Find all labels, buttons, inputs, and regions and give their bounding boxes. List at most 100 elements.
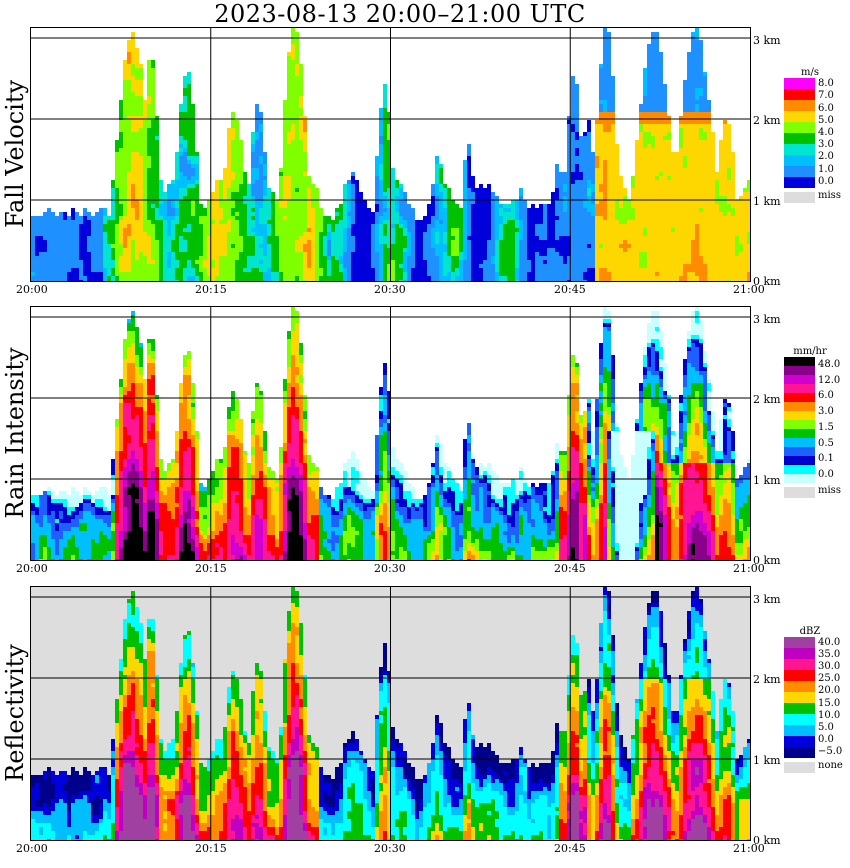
heatmap-cell: [647, 347, 651, 367]
heatmap-cell: [587, 196, 591, 212]
heatmap-cell: [71, 795, 75, 803]
rain-intensity-heatmap: [31, 307, 750, 560]
heatmap-cell: [255, 819, 259, 823]
legend-swatch: [784, 133, 815, 144]
heatmap-cell: [411, 815, 415, 840]
heatmap-cell: [215, 180, 219, 276]
heatmap-cell: [647, 679, 651, 687]
heatmap-cell: [199, 831, 203, 840]
heatmap-cell: [687, 639, 691, 651]
heatmap-cell: [111, 503, 115, 511]
heatmap-cell: [155, 208, 159, 220]
heatmap-cell: [347, 228, 351, 281]
heatmap-cell: [683, 124, 687, 156]
heatmap-cell: [347, 499, 351, 507]
heatmap-cell: [675, 527, 679, 560]
heatmap-cell: [371, 268, 375, 281]
heatmap-cell: [403, 811, 407, 827]
heatmap-cell: [643, 679, 647, 711]
heatmap-cell: [463, 160, 467, 260]
heatmap-cell: [183, 639, 187, 667]
heatmap-cell: [191, 495, 195, 507]
heatmap-cell: [587, 403, 591, 407]
heatmap-cell: [587, 495, 591, 503]
heatmap-cell: [707, 531, 711, 555]
heatmap-cell: [411, 799, 415, 815]
heatmap-cell: [151, 619, 155, 631]
heatmap-cell: [235, 419, 239, 439]
heatmap-cell: [251, 208, 255, 212]
heatmap-cell: [235, 543, 239, 559]
heatmap-cell: [75, 515, 79, 527]
heatmap-cell: [255, 383, 259, 387]
legend-missing-label: miss: [818, 485, 841, 496]
heatmap-cell: [623, 188, 627, 196]
heatmap-cell: [303, 419, 307, 431]
heatmap-cell: [339, 519, 343, 535]
heatmap-cell: [147, 156, 151, 168]
heatmap-cell: [83, 831, 87, 840]
heatmap-cell: [31, 272, 35, 276]
heatmap-cell: [127, 599, 131, 603]
heatmap-cell: [251, 783, 255, 815]
heatmap-cell: [571, 383, 575, 431]
heatmap-cell: [95, 543, 99, 560]
heatmap-cell: [335, 208, 339, 212]
heatmap-cell: [419, 499, 423, 503]
heatmap-cell: [455, 807, 459, 815]
heatmap-cell: [535, 835, 539, 840]
heatmap-cell: [275, 539, 279, 547]
heatmap-cell: [567, 515, 571, 555]
heatmap-cell: [703, 755, 707, 783]
heatmap-cell: [687, 831, 691, 840]
heatmap-cell: [459, 547, 463, 559]
heatmap-cell: [187, 519, 191, 523]
heatmap-cell: [671, 459, 675, 463]
heatmap-cell: [471, 192, 475, 204]
heatmap-cell: [407, 551, 411, 560]
heatmap-cell: [35, 507, 39, 515]
heatmap-cell: [739, 507, 743, 519]
heatmap-cell: [51, 771, 55, 783]
heatmap-cell: [231, 447, 235, 491]
heatmap-cell: [75, 839, 79, 840]
heatmap-cell: [267, 835, 271, 840]
heatmap-cell: [391, 727, 395, 739]
heatmap-cell: [587, 459, 591, 467]
heatmap-cell: [635, 719, 639, 775]
heatmap-cell: [647, 144, 651, 281]
heatmap-cell: [511, 779, 515, 807]
heatmap-cell: [623, 807, 627, 823]
heatmap-cell: [259, 224, 263, 236]
heatmap-cell: [555, 755, 559, 767]
heatmap-cell: [243, 767, 247, 771]
heatmap-cell: [243, 543, 247, 555]
heatmap-cell: [455, 204, 459, 228]
heatmap-cell: [467, 188, 471, 236]
heatmap-cell: [575, 148, 579, 156]
heatmap-cell: [699, 423, 703, 455]
heatmap-cell: [47, 823, 51, 839]
heatmap-cell: [151, 260, 155, 264]
heatmap-cell: [67, 811, 71, 827]
heatmap-cell: [195, 823, 199, 835]
heatmap-cell: [323, 531, 327, 539]
heatmap-cell: [703, 463, 707, 503]
heatmap-cell: [167, 743, 171, 759]
heatmap-cell: [163, 759, 167, 775]
heatmap-cell: [611, 735, 615, 759]
heatmap-cell: [743, 467, 747, 479]
heatmap-cell: [567, 711, 571, 743]
heatmap-cell: [615, 144, 619, 200]
heatmap-cell: [287, 443, 291, 467]
heatmap-cell: [263, 196, 267, 224]
heatmap-cell: [263, 224, 267, 256]
heatmap-cell: [547, 547, 551, 560]
heatmap-cell: [187, 671, 191, 703]
heatmap-cell: [439, 751, 443, 775]
heatmap-cell: [223, 224, 227, 256]
heatmap-cell: [591, 467, 595, 475]
heatmap-cell: [563, 511, 567, 535]
heatmap-cell: [423, 495, 427, 527]
heatmap-cell: [331, 807, 335, 815]
